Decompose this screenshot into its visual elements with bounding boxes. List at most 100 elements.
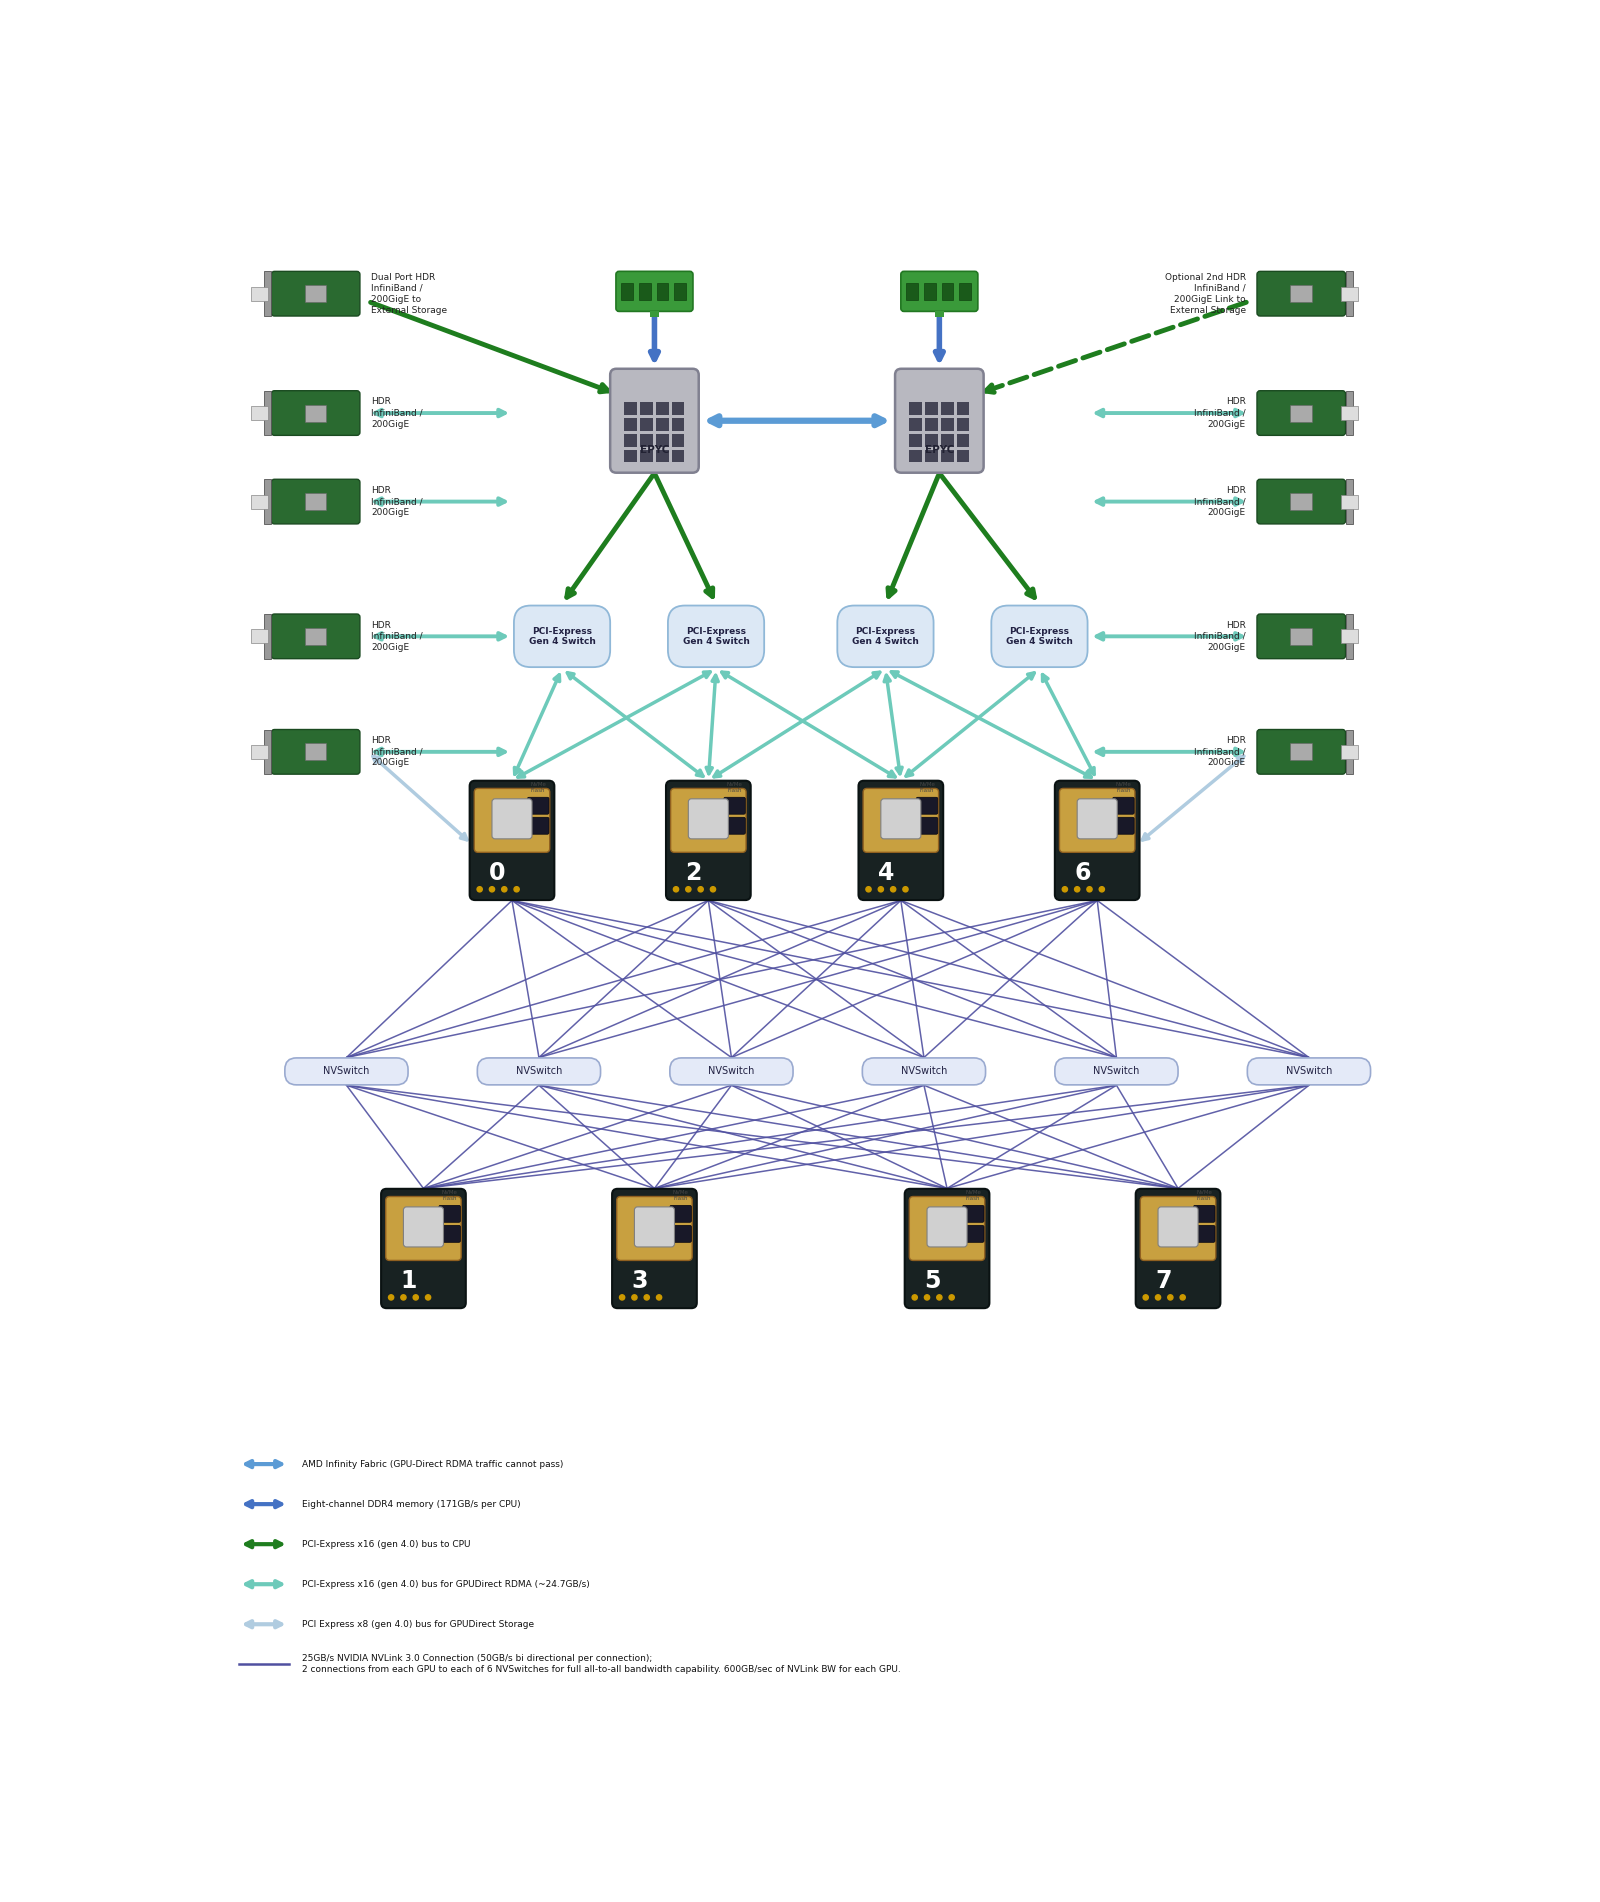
Text: EPYC: EPYC [640,445,669,455]
Bar [640,401,653,415]
FancyBboxPatch shape [666,780,750,900]
Circle shape [632,1295,637,1299]
FancyBboxPatch shape [1112,797,1134,814]
FancyBboxPatch shape [438,1225,461,1242]
Circle shape [619,1295,624,1299]
Bar [1346,390,1354,436]
FancyBboxPatch shape [1141,1196,1216,1261]
Text: Dual Port HDR
InfiniBand /
200GigE to
External Storage: Dual Port HDR InfiniBand / 200GigE to Ex… [371,272,448,316]
Circle shape [413,1295,418,1299]
FancyBboxPatch shape [381,1189,466,1309]
Circle shape [490,886,494,892]
Bar [672,449,685,462]
FancyBboxPatch shape [1059,789,1134,852]
FancyBboxPatch shape [514,605,610,668]
FancyBboxPatch shape [272,479,360,523]
FancyBboxPatch shape [909,1196,984,1261]
Circle shape [514,886,520,892]
Bar [1341,495,1358,508]
Bar [941,434,954,447]
Bar [640,434,653,447]
Text: NVSwitch: NVSwitch [901,1067,947,1077]
Text: NVMe
Flash: NVMe Flash [442,1191,458,1200]
Bar [925,418,938,430]
Bar [264,272,272,316]
Bar [656,434,669,447]
FancyBboxPatch shape [882,799,922,839]
Circle shape [891,886,896,892]
Bar [1346,614,1354,658]
Circle shape [645,1295,650,1299]
Text: HDR
InfiniBand /
200GigE: HDR InfiniBand / 200GigE [371,736,422,767]
Bar [1291,285,1312,302]
Bar [638,283,651,301]
Bar [640,449,653,462]
Text: NVMe
Flash: NVMe Flash [1115,782,1131,793]
Text: NVSwitch: NVSwitch [515,1067,562,1077]
Text: NVSwitch: NVSwitch [323,1067,370,1077]
FancyBboxPatch shape [272,614,360,658]
FancyBboxPatch shape [926,1208,966,1248]
Circle shape [925,1295,930,1299]
FancyBboxPatch shape [1054,780,1139,900]
Bar [656,283,669,301]
FancyBboxPatch shape [963,1206,984,1223]
FancyBboxPatch shape [616,272,693,312]
FancyBboxPatch shape [670,1058,794,1084]
Text: 1: 1 [400,1269,416,1293]
Bar [1341,407,1358,420]
FancyBboxPatch shape [1248,1058,1371,1084]
FancyBboxPatch shape [963,1225,984,1242]
FancyBboxPatch shape [528,797,549,814]
Text: 25GB/s NVIDIA NVLink 3.0 Connection (50GB/s bi directional per connection);
2 co: 25GB/s NVIDIA NVLink 3.0 Connection (50G… [302,1655,901,1674]
Bar [942,283,954,301]
Bar [957,449,970,462]
Text: PCI-Express
Gen 4 Switch: PCI-Express Gen 4 Switch [528,626,595,647]
Bar [624,401,637,415]
Text: NVMe
Flash: NVMe Flash [672,1191,688,1200]
Circle shape [1181,1295,1186,1299]
Text: 2: 2 [685,862,702,884]
Circle shape [936,1295,942,1299]
FancyBboxPatch shape [474,789,550,852]
Text: PCI-Express
Gen 4 Switch: PCI-Express Gen 4 Switch [683,626,749,647]
FancyBboxPatch shape [1258,730,1346,774]
FancyBboxPatch shape [285,1058,408,1084]
FancyBboxPatch shape [528,818,549,835]
FancyBboxPatch shape [917,818,938,835]
Bar [624,434,637,447]
FancyBboxPatch shape [610,369,699,474]
Circle shape [949,1295,954,1299]
Bar [1291,493,1312,510]
Bar [1346,730,1354,774]
Text: HDR
InfiniBand /
200GigE: HDR InfiniBand / 200GigE [371,487,422,517]
Bar [1341,746,1358,759]
FancyBboxPatch shape [1158,1208,1198,1248]
Text: HDR
InfiniBand /
200GigE: HDR InfiniBand / 200GigE [1194,620,1246,652]
Text: Optional 2nd HDR
InfiniBand /
200GigE Link to
External Storage: Optional 2nd HDR InfiniBand / 200GigE Li… [1165,272,1246,316]
Text: PCI Express x8 (gen 4.0) bus for GPUDirect Storage: PCI Express x8 (gen 4.0) bus for GPUDire… [302,1621,534,1628]
Text: HDR
InfiniBand /
200GigE: HDR InfiniBand / 200GigE [1194,736,1246,767]
Bar [925,434,938,447]
Bar [957,434,970,447]
Text: PCI-Express x16 (gen 4.0) bus to CPU: PCI-Express x16 (gen 4.0) bus to CPU [302,1541,470,1548]
Bar [1291,405,1312,422]
FancyBboxPatch shape [1136,1189,1221,1309]
Bar [306,744,326,761]
Circle shape [1142,1295,1149,1299]
Text: NVMe
Flash: NVMe Flash [1197,1191,1213,1200]
Bar [1341,287,1358,301]
Bar [306,285,326,302]
FancyBboxPatch shape [272,272,360,316]
FancyBboxPatch shape [1258,390,1346,436]
Circle shape [1062,886,1067,892]
Bar [925,401,938,415]
Bar [1346,479,1354,523]
Text: 0: 0 [490,862,506,884]
Bar [264,614,272,658]
Bar [960,283,971,301]
FancyBboxPatch shape [1112,818,1134,835]
Circle shape [1099,886,1104,892]
Bar [306,405,326,422]
FancyBboxPatch shape [901,272,978,312]
